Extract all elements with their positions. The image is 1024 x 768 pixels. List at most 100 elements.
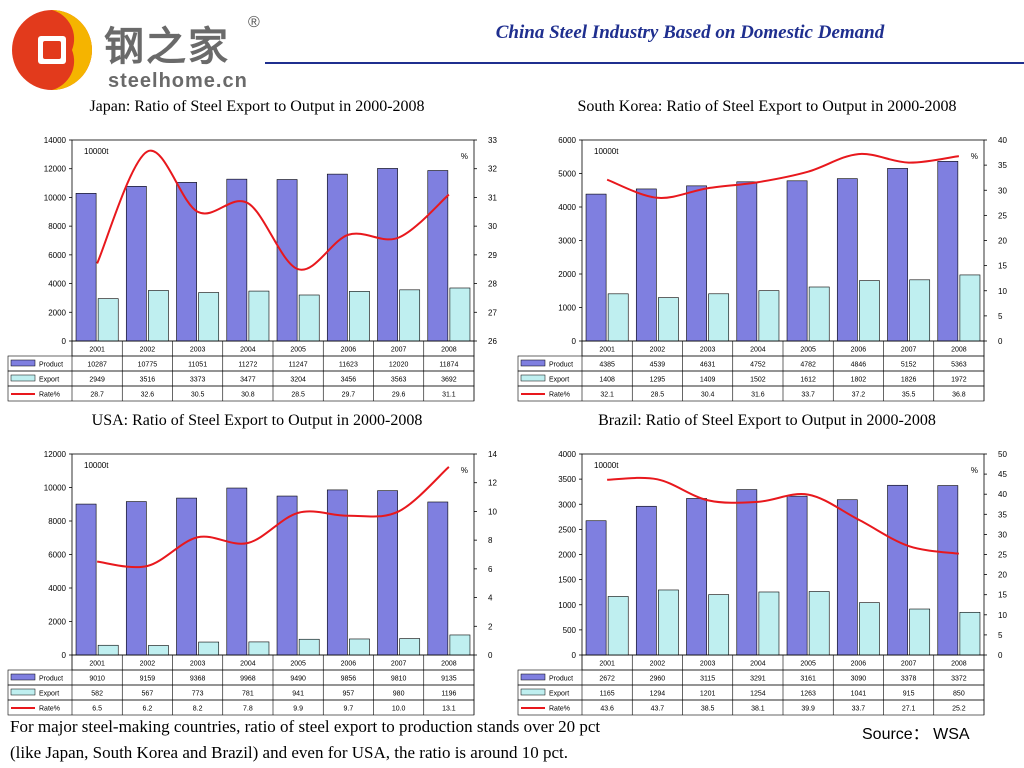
bar-export — [399, 289, 421, 342]
y2-tick-label: 35 — [998, 510, 1007, 519]
chart-panel-usa: USA: Ratio of Steel Export to Output in … — [2, 412, 512, 717]
y-tick-label: 6000 — [48, 551, 66, 560]
chart-brazil: 10000t% 0 500 1000 1500 2000 2500 3000 3500 4000 0… — [517, 450, 1007, 716]
bar-export — [909, 608, 931, 656]
y2-tick-label: 15 — [998, 591, 1007, 600]
y2-tick-label: 25 — [998, 211, 1007, 220]
table-cell: 3161 — [800, 676, 816, 683]
x-tick-label: 2003 — [700, 661, 716, 668]
table-cell: 35.5 — [902, 392, 916, 399]
table-cell: 1409 — [700, 377, 716, 384]
bar-product — [125, 501, 147, 656]
legend-label: Export — [549, 377, 569, 384]
table-cell: 1041 — [851, 691, 867, 698]
y2-tick-label: 29 — [488, 251, 497, 260]
table-cell: 29.7 — [342, 392, 356, 399]
y2-tick-label: 40 — [998, 136, 1007, 145]
legend-key-product — [10, 359, 36, 367]
table-cell: 13.1 — [442, 706, 456, 713]
bar-product — [786, 180, 808, 342]
bar-export — [859, 602, 880, 656]
x-tick-label: 2008 — [441, 347, 457, 354]
table-cell: 4782 — [800, 362, 816, 369]
x-tick-label: 2002 — [650, 347, 666, 354]
x-tick-label: 2004 — [750, 347, 766, 354]
left-unit-label: 10000t — [594, 461, 619, 470]
table-cell: 781 — [242, 691, 254, 698]
table-cell: 3477 — [240, 377, 256, 384]
bar-export — [349, 291, 370, 342]
bar-export — [708, 594, 730, 656]
legend-label: Product — [39, 676, 63, 683]
table-cell: 582 — [91, 691, 103, 698]
table-cell: 28.7 — [90, 392, 104, 399]
table-cell: 3516 — [140, 377, 156, 384]
table-cell: 941 — [292, 691, 304, 698]
table-cell: 3456 — [341, 377, 357, 384]
y2-tick-label: 0 — [998, 337, 1003, 346]
bar-export — [859, 280, 880, 342]
table-cell: 11051 — [188, 362, 207, 369]
x-tick-label: 2006 — [851, 661, 867, 668]
y-tick-label: 10000 — [44, 484, 67, 493]
legend-label: Rate% — [39, 706, 60, 713]
y2-tick-label: 27 — [488, 308, 497, 317]
bar-product — [176, 182, 197, 342]
y-tick-label: 12000 — [44, 450, 67, 459]
x-tick-label: 2003 — [190, 661, 206, 668]
footer-line-2: (like Japan, South Korea and Brazil) and… — [10, 743, 569, 762]
legend-key-export — [520, 688, 546, 696]
x-tick-label: 2001 — [89, 661, 105, 668]
y-tick-label: 8000 — [48, 222, 66, 231]
bar-product — [75, 503, 97, 656]
y2-tick-label: 10 — [488, 507, 497, 516]
bar-product — [736, 489, 758, 656]
logo-english-text: steelhome.cn — [108, 70, 248, 92]
y2-tick-label: 20 — [998, 237, 1007, 246]
bar-export — [298, 638, 320, 656]
left-unit-label: 10000t — [84, 461, 109, 470]
table-cell: 8.2 — [193, 706, 203, 713]
x-tick-label: 2003 — [190, 347, 206, 354]
legend-key-export — [10, 374, 36, 382]
bar-export — [607, 293, 629, 342]
table-cell: 9856 — [341, 676, 357, 683]
y-tick-label: 4000 — [48, 280, 66, 289]
table-cell: 1295 — [650, 377, 666, 384]
table-cell: 980 — [393, 691, 405, 698]
bar-product — [226, 487, 248, 656]
y2-tick-label: 45 — [998, 470, 1007, 479]
y2-tick-label: 4 — [488, 594, 493, 603]
x-tick-label: 2004 — [240, 347, 256, 354]
y-tick-label: 0 — [572, 651, 577, 660]
table-cell: 1826 — [901, 377, 917, 384]
table-cell: 28.5 — [651, 392, 665, 399]
chart-panel-brazil: Brazil: Ratio of Steel Export to Output … — [512, 412, 1022, 717]
table-cell: 31.1 — [442, 392, 456, 399]
table-cell: 3692 — [441, 377, 457, 384]
table-cell: 3090 — [851, 676, 867, 683]
x-tick-label: 2002 — [140, 661, 156, 668]
bar-product — [887, 484, 908, 656]
y-tick-label: 2000 — [558, 551, 576, 560]
x-tick-label: 2001 — [599, 661, 615, 668]
y2-tick-label: 32 — [488, 165, 497, 174]
x-tick-label: 2006 — [341, 661, 357, 668]
y-tick-label: 1000 — [558, 601, 576, 610]
bar-export — [959, 274, 981, 342]
y2-tick-label: 40 — [998, 490, 1007, 499]
bar-export — [148, 645, 169, 656]
x-tick-label: 2005 — [800, 347, 816, 354]
bar-export — [708, 293, 730, 342]
table-cell: 9159 — [140, 676, 156, 683]
bar-product — [635, 188, 657, 342]
left-unit-label: 10000t — [84, 147, 109, 156]
table-cell: 1972 — [951, 377, 967, 384]
table-cell: 773 — [192, 691, 204, 698]
table-cell: 43.7 — [651, 706, 665, 713]
x-tick-label: 2007 — [901, 661, 917, 668]
y2-tick-label: 30 — [998, 186, 1007, 195]
y-tick-label: 8000 — [48, 517, 66, 526]
y2-tick-label: 25 — [998, 551, 1007, 560]
logo: 钢之家 ® steelhome.cn — [8, 4, 268, 96]
